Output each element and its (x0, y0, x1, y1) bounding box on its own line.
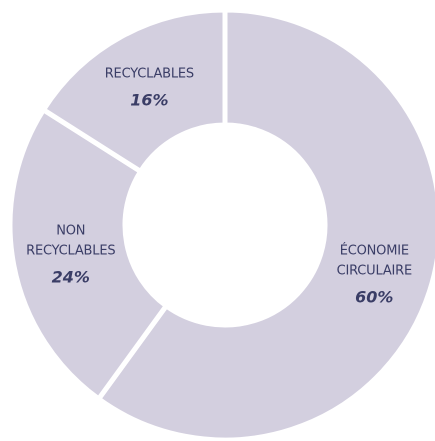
category-label: NON RECYCLABLES (26, 223, 116, 259)
segment-label: RECYCLABLES 16% (94, 65, 204, 110)
category-label: RECYCLABLES (104, 66, 194, 82)
donut-segment (40, 7, 228, 175)
value-label: 60% (355, 287, 394, 307)
donut-segment (95, 7, 435, 441)
segment-label: ÉCONOMIE CIRCULAIRE 60% (319, 241, 429, 306)
category-label: ÉCONOMIE CIRCULAIRE (336, 243, 413, 279)
value-label: 24% (51, 267, 90, 287)
segment-label: NON RECYCLABLES 24% (16, 222, 126, 287)
donut-segment (7, 106, 170, 403)
value-label: 16% (130, 90, 169, 110)
